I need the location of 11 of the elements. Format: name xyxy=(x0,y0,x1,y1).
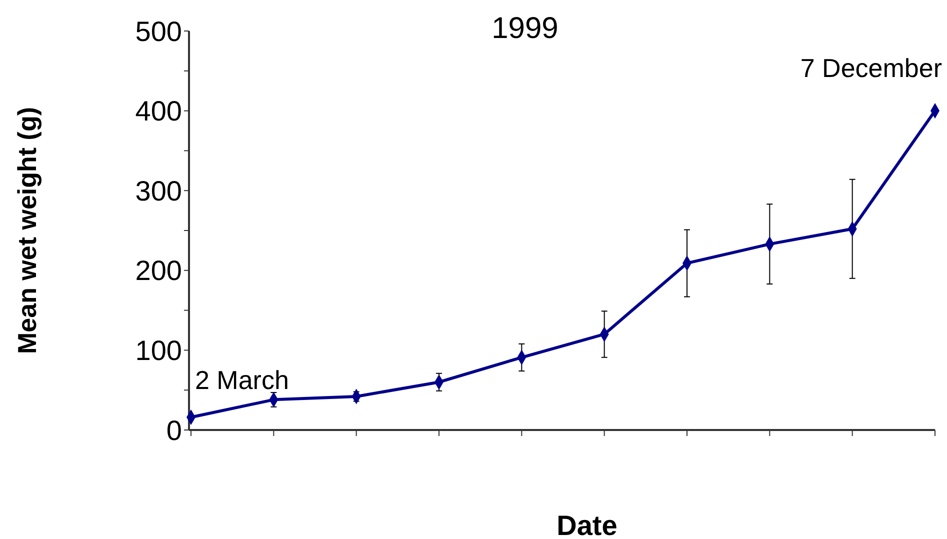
annotation: 7 December xyxy=(800,53,942,83)
y-tick-label: 200 xyxy=(135,255,182,286)
y-tick-label: 100 xyxy=(135,335,182,366)
chart-title: 1999 xyxy=(492,12,558,45)
y-tick-label: 400 xyxy=(135,96,182,127)
y-tick-label: 300 xyxy=(135,175,182,206)
annotation: 2 March xyxy=(195,365,289,395)
x-axis-title: Date xyxy=(556,510,618,539)
y-axis-title: Mean wet weight (g) xyxy=(12,107,42,354)
y-tick-label: 0 xyxy=(166,414,182,446)
y-tick-label: 500 xyxy=(135,16,182,47)
